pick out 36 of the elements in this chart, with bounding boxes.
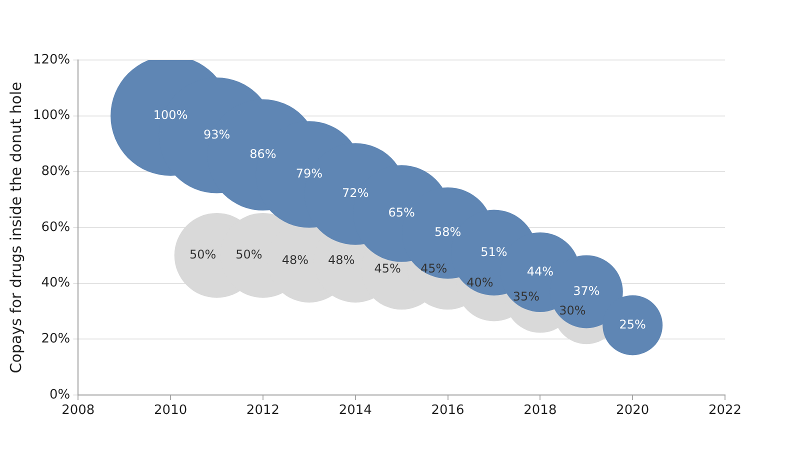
data-label: 40% bbox=[466, 275, 494, 290]
data-label: 44% bbox=[526, 264, 554, 278]
x-tick-label: 2022 bbox=[708, 403, 742, 418]
y-tick-label: 100% bbox=[32, 108, 70, 124]
x-tick-label: 2020 bbox=[616, 403, 650, 418]
data-label: 50% bbox=[236, 248, 262, 262]
x-tick-label: 2010 bbox=[154, 403, 188, 418]
y-tick-label: 40% bbox=[41, 276, 70, 291]
y-tick-label: 120% bbox=[32, 52, 70, 68]
data-label: 37% bbox=[573, 284, 600, 298]
data-label: 45% bbox=[374, 262, 401, 276]
data-label: 72% bbox=[342, 186, 369, 200]
data-label: 30% bbox=[559, 303, 586, 318]
data-label: 86% bbox=[250, 147, 276, 162]
x-tick-label: 2016 bbox=[431, 403, 464, 418]
data-label: 79% bbox=[296, 166, 323, 181]
x-tick-label: 2008 bbox=[62, 403, 95, 418]
data-label: 25% bbox=[619, 317, 646, 332]
data-label: 48% bbox=[328, 253, 355, 268]
y-tick-label: 20% bbox=[41, 332, 70, 347]
data-label: 100% bbox=[153, 108, 188, 122]
y-tick-label: 0% bbox=[50, 387, 70, 402]
x-tick-label: 2018 bbox=[524, 403, 557, 418]
x-tick-label: 2012 bbox=[246, 403, 280, 418]
y-tick-label: 80% bbox=[41, 164, 70, 180]
data-label: 35% bbox=[512, 289, 540, 304]
y-axis-title: Copays for drugs inside the donut hole bbox=[6, 82, 25, 374]
data-label: 65% bbox=[388, 206, 415, 220]
y-tick-label: 60% bbox=[41, 220, 70, 235]
data-label: 58% bbox=[434, 225, 462, 240]
data-label: 51% bbox=[480, 244, 508, 259]
data-label: 50% bbox=[189, 248, 216, 262]
data-label: 45% bbox=[420, 262, 448, 276]
data-label: 48% bbox=[282, 253, 309, 268]
x-tick-label: 2014 bbox=[338, 403, 372, 418]
data-label: 93% bbox=[203, 128, 230, 142]
